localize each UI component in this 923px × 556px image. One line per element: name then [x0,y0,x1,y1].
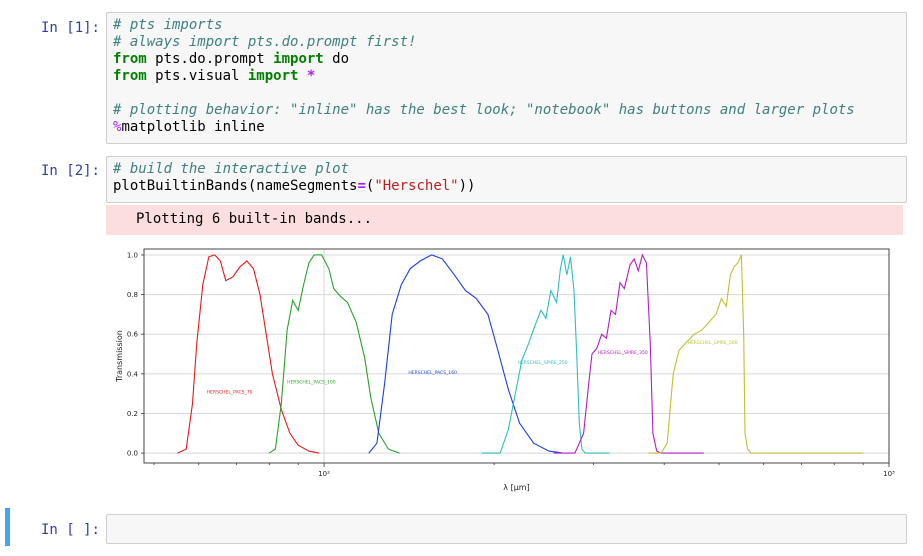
series-line-herschel_pacs_160 [368,254,564,454]
x-tick-label: 10² [318,470,330,478]
code-line: plotBuiltinBands(nameSegments=("Herschel… [113,178,900,195]
series-line-herschel_spire_350 [553,253,704,454]
x-axis-label: λ [μm] [503,483,529,492]
code-cell-input[interactable]: # build the interactive plot plotBuiltinB… [106,156,907,203]
y-tick-label: 0.4 [127,370,139,378]
code-line: # pts imports [113,17,900,34]
code-token: # always import pts.do.prompt first! [113,34,417,50]
code-token: import [247,68,299,84]
code-token: # pts imports [113,17,223,33]
y-tick-label: 1.0 [127,251,138,259]
series-label: HERSCHEL_PACS_70 [207,390,253,396]
code-token: plotBuiltinBands(nameSegments [113,178,358,194]
code-token: = [357,178,366,194]
code-line: # always import pts.do.prompt first! [113,34,900,51]
active-cell-indicator [5,508,10,546]
code-line: # plotting behavior: "inline" has the be… [113,102,900,119]
cell-prompt: In [ ]: [40,522,100,538]
y-tick-label: 0.0 [127,450,138,458]
code-token: "Herschel" [374,178,459,194]
series-line-herschel_pacs_100 [268,254,400,454]
series-label: HERSCHEL_SPIRE_350 [598,350,648,356]
series-line-herschel_pacs_70 [177,254,320,454]
empty-code-cell-input[interactable] [106,514,907,544]
code-line [113,85,900,102]
series-line-herschel_spire_250 [481,254,610,454]
code-token [113,85,121,101]
code-line: from pts.do.prompt import do [113,51,900,68]
plot-frame [143,248,890,464]
code-token: # plotting behavior: "inline" has the be… [113,102,855,118]
code-token: import [273,51,324,67]
code-token: % [113,119,122,135]
code-line: # build the interactive plot [113,161,900,178]
code-token: pts.do.prompt [146,51,274,67]
series-label: HERSCHEL_SPIRE_500 [688,340,738,346]
code-token: pts.visual [146,68,248,84]
x-tick-label: 10³ [883,470,895,478]
cell-prompt: In [1]: [40,20,100,36]
code-token [298,68,306,84]
code-token: from [113,51,147,67]
code-token: * [306,68,316,84]
code-line: %matplotlib inline [113,119,900,136]
code-token: # build the interactive plot [113,161,350,177]
code-token: )) [458,178,476,194]
code-token: do [323,51,350,67]
stream-output: Plotting 6 built-in bands... [106,205,903,235]
series-label: HERSCHEL_PACS_100 [287,380,336,386]
y-tick-label: 0.6 [127,331,139,339]
cell-prompt: In [2]: [40,163,100,179]
y-axis-label: Transmission [115,330,124,383]
code-cell-input[interactable]: # pts imports # always import pts.do.prom… [106,12,907,144]
code-token: ( [365,178,375,194]
series-line-herschel_spire_500 [648,254,864,454]
y-tick-label: 0.2 [127,410,138,418]
code-token: matplotlib inline [121,119,265,135]
transmission-chart: 0.0 0.2 0.4 0.6 0.8 1.0 10² 10³ λ [μm] Transmissi… [115,248,895,492]
series-label: HERSCHEL_SPIRE_250 [518,360,568,366]
series-label: HERSCHEL_PACS_160 [408,370,457,376]
y-tick-label: 0.8 [127,291,138,299]
code-token: from [113,68,147,84]
code-line: from pts.visual import * [113,68,900,85]
